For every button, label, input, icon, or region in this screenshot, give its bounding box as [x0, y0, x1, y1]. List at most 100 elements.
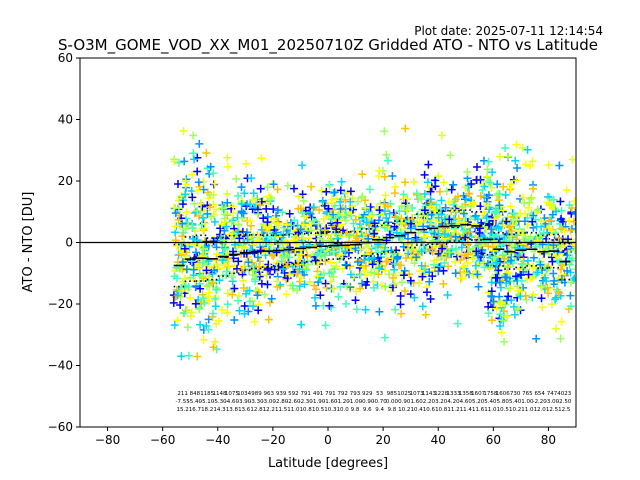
scatter-point	[548, 257, 557, 266]
scatter-point	[352, 305, 361, 314]
scatter-point	[240, 249, 249, 258]
scatter-point	[445, 248, 454, 257]
scatter-point	[438, 253, 447, 262]
scatter-point	[177, 191, 186, 200]
y-tick-label: −40	[48, 359, 73, 373]
scatter-point	[279, 231, 288, 240]
scatter-point	[480, 193, 489, 202]
scatter-point	[460, 251, 469, 260]
scatter-point	[489, 297, 498, 306]
scatter-point	[400, 287, 409, 296]
scatter-point	[362, 261, 370, 270]
scatter-point	[186, 293, 194, 302]
scatter-point	[248, 270, 257, 279]
scatter-point	[506, 184, 515, 193]
scatter-point	[496, 310, 505, 319]
scatter-point	[279, 239, 288, 248]
scatter-point	[230, 284, 239, 293]
scatter-point	[332, 225, 341, 234]
scatter-point	[499, 221, 508, 230]
scatter-point	[288, 281, 297, 290]
scatter-point	[356, 271, 365, 279]
scatter-point	[497, 299, 506, 308]
scatter-point	[188, 193, 197, 202]
scatter-point	[495, 201, 504, 210]
scatter-point	[497, 328, 506, 337]
scatter-point	[473, 163, 481, 171]
scatter-point	[325, 301, 334, 310]
scatter-point	[370, 219, 379, 228]
scatter-point	[216, 224, 225, 233]
scatter-point	[502, 236, 510, 245]
scatter-point	[391, 305, 400, 314]
scatter-point	[418, 302, 427, 311]
scatter-point	[381, 248, 390, 257]
scatter-point	[449, 180, 458, 189]
scatter-point	[246, 200, 255, 209]
scatter-point	[443, 249, 452, 258]
scatter-point	[249, 240, 258, 249]
scatter-point	[365, 185, 374, 194]
scatter-point	[334, 292, 343, 301]
scatter-point	[170, 203, 179, 212]
scatter-point	[352, 287, 361, 296]
scatter-point	[285, 209, 294, 218]
scatter-point	[451, 269, 460, 278]
scatter-point	[380, 199, 389, 208]
y-tick-label: −20	[48, 297, 73, 311]
scatter-point	[524, 256, 532, 265]
bin-stat-label: 13.6	[238, 407, 251, 413]
scatter-point	[370, 269, 379, 278]
scatter-point	[443, 291, 452, 299]
scatter-point	[527, 193, 536, 202]
scatter-point	[426, 195, 435, 204]
scatter-point	[190, 199, 199, 208]
scatter-point	[393, 254, 402, 263]
scatter-point	[487, 225, 496, 234]
scatter-point	[361, 305, 370, 314]
scatter-point	[227, 273, 236, 282]
scatter-point	[536, 260, 545, 269]
scatter-point	[500, 337, 509, 346]
scatter-point	[410, 259, 419, 268]
scatter-point	[420, 190, 429, 198]
scatter-point	[329, 210, 338, 219]
scatter-point	[195, 139, 204, 148]
scatter-point	[487, 292, 496, 300]
scatter-point	[457, 243, 466, 252]
scatter-point	[174, 215, 183, 224]
scatter-point	[267, 294, 276, 303]
scatter-point	[548, 242, 557, 251]
scatter-point	[364, 234, 373, 243]
scatter-point	[220, 226, 229, 235]
scatter-point	[233, 264, 241, 273]
bin-stat-label: 10.6	[423, 407, 436, 413]
scatter-point	[434, 172, 443, 181]
scatter-point	[197, 253, 205, 262]
scatter-point	[324, 204, 333, 213]
scatter-point	[545, 201, 554, 210]
scatter-point	[396, 300, 405, 309]
scatter-point	[487, 183, 496, 192]
scatter-point	[170, 157, 179, 166]
scatter-point	[348, 202, 357, 211]
bin-stat-label: 10.2	[398, 407, 410, 413]
scatter-point	[441, 203, 450, 212]
bin-stat-label: 9.8	[351, 407, 360, 413]
scatter-point	[292, 269, 301, 278]
scatter-point	[214, 317, 223, 325]
scatter-point	[351, 244, 360, 253]
scatter-point	[389, 249, 398, 258]
scatter-point	[385, 270, 394, 279]
scatter-point	[458, 202, 467, 211]
scatter-point	[188, 170, 197, 179]
scatter-point	[356, 245, 365, 254]
scatter-point	[513, 304, 522, 313]
scatter-point	[191, 299, 200, 308]
scatter-point	[298, 190, 307, 199]
scatter-point	[529, 211, 538, 220]
scatter-point	[437, 196, 446, 205]
scatter-point	[518, 143, 527, 152]
bin-stat-label: 12.8	[250, 407, 263, 413]
scatter-point	[551, 252, 560, 261]
